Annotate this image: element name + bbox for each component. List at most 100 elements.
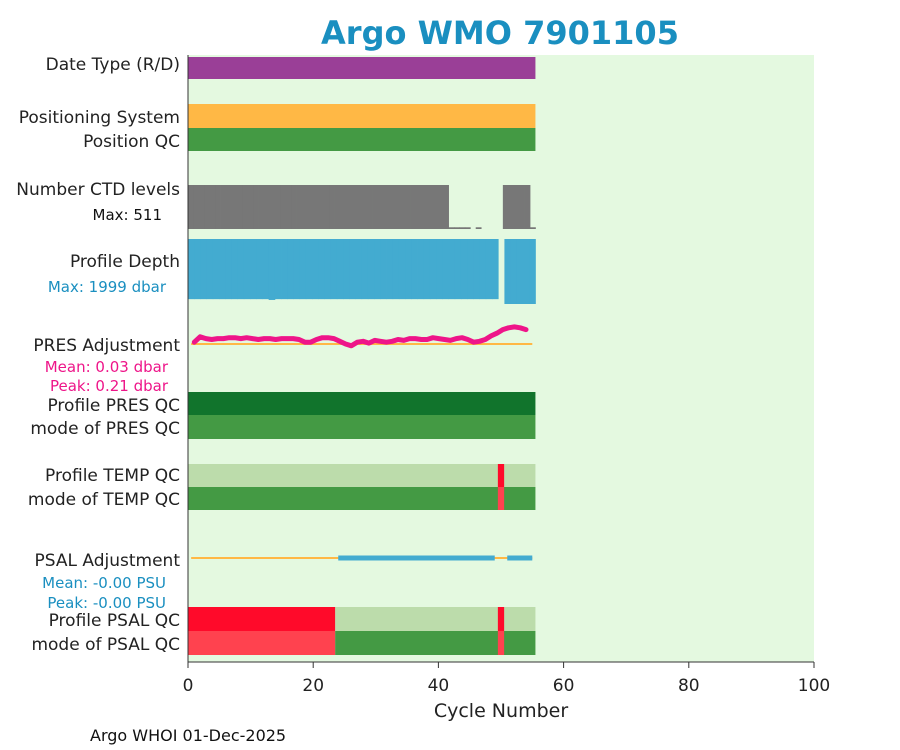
profile-depth-bar [516,239,524,304]
ctd-level-bar [530,227,536,229]
mode-temp-qc-flag [497,487,505,510]
profile-depth-bar [287,239,294,300]
x-tick-label: 80 [678,676,700,696]
ctd-level-bar [350,185,357,229]
x-axis-ticks: 0 20 40 60 80 100 [183,662,830,696]
footer-text: Argo WHOI 01-Dec-2025 [90,726,286,745]
ctd-level-bar [475,227,482,229]
profile-depth-bar [454,239,462,300]
profile-depth-bar [367,239,375,300]
profile-depth-bar [473,239,480,300]
label-mode-temp-qc: mode of TEMP QC [28,490,180,510]
ctd-level-bar [399,185,406,229]
profile-depth-bar [405,239,412,300]
ctd-level-bar [296,185,303,229]
profile-depth-bar [305,239,313,300]
ctd-level-bar [258,185,265,229]
profile-depth-bar [299,239,307,300]
x-tick-label: 20 [302,676,324,696]
profile-temp-qc-flag [497,464,505,487]
ctd-level-bar [215,185,221,229]
ctd-level-bar [302,185,308,229]
profile-depth-bar [510,239,518,304]
ctd-level-bar [464,227,471,229]
ctd-level-bar [410,185,417,229]
ctd-level-bar [367,185,373,229]
profile-depth-bar [225,239,232,300]
profile-depth-bar [336,239,344,300]
ctd-level-bar [329,185,335,229]
ctd-level-bar [204,185,211,229]
ctd-level-bar [383,185,390,229]
profile-depth-bar [188,239,195,300]
label-profile-pres-qc: Profile PRES QC [47,396,180,416]
ctd-level-bar [345,185,352,229]
x-tick-label: 100 [798,676,830,696]
ctd-level-bar [372,185,379,229]
x-tick-label: 0 [183,676,194,696]
ctd-level-bar [508,185,515,229]
profile-depth-bar [417,239,425,300]
depth-max-text: Max: 1999 dbar [48,278,167,296]
profile-depth-bar [324,239,332,300]
ctd-level-bar [209,185,216,229]
profile-depth-bar [442,239,449,300]
profile-depth-bar [250,239,257,300]
ctd-level-bar [220,185,227,229]
ctd-level-bar [443,185,449,229]
profile-depth-bar [374,239,381,300]
ctd-level-bar [312,185,319,229]
profile-depth-bar [386,239,394,300]
psal-mean-text: Mean: -0.00 PSU [42,574,166,592]
profile-depth-bar [492,239,499,300]
label-psal-adjustment: PSAL Adjustment [35,551,181,571]
pres-mean-text: Mean: 0.03 dbar [45,358,169,376]
label-profile-depth: Profile Depth [70,252,180,272]
profile-depth-bar [206,239,214,300]
ctd-level-bar [426,185,433,229]
profile-depth-bar [398,239,406,300]
profile-depth-bar [194,239,201,300]
profile-depth-bar [237,239,245,300]
ctd-level-bar [188,185,194,229]
ctd-level-bar [421,185,428,229]
profile-depth-bar [460,239,468,300]
ctd-level-bar [388,185,395,229]
profile-pres-qc-band [188,392,536,415]
profile-depth-bar [448,239,456,300]
ctd-level-bar [416,185,422,229]
ctd-level-bar [356,185,363,229]
ctd-level-bar [378,185,384,229]
profile-depth-bar [411,239,418,300]
x-tick-label: 40 [428,676,450,696]
ctd-level-bar [513,185,520,229]
label-profile-temp-qc: Profile TEMP QC [45,466,180,486]
ctd-level-bar [432,185,439,229]
profile-depth-bar [200,239,208,300]
ctd-level-bar [307,185,314,229]
ctd-level-bar [448,227,455,229]
profile-depth-bar [343,239,350,300]
label-ctd-levels: Number CTD levels [16,180,180,200]
mode-pres-qc-band [188,415,536,439]
date-type-band [188,57,536,79]
label-positioning-system: Positioning System [19,108,180,128]
ctd-level-bar [361,185,368,229]
ctd-level-bar [269,185,276,229]
ctd-level-bar [502,185,509,229]
ctd-level-bar [318,185,325,229]
ctd-level-bar [405,185,411,229]
chart-marks [188,57,536,655]
profile-depth-bar [429,239,437,300]
profile-depth-bar [212,239,220,300]
ctd-level-bar [291,185,297,229]
mode-psal-qc-band-bad [188,631,336,655]
profile-depth-bar [262,239,270,300]
ctd-level-bar [253,185,259,229]
ctd-level-bar [242,185,249,229]
position-qc-band [188,128,536,151]
profile-depth-bar [256,239,263,300]
profile-depth-bar [312,239,319,300]
profile-depth-bar [318,239,325,300]
